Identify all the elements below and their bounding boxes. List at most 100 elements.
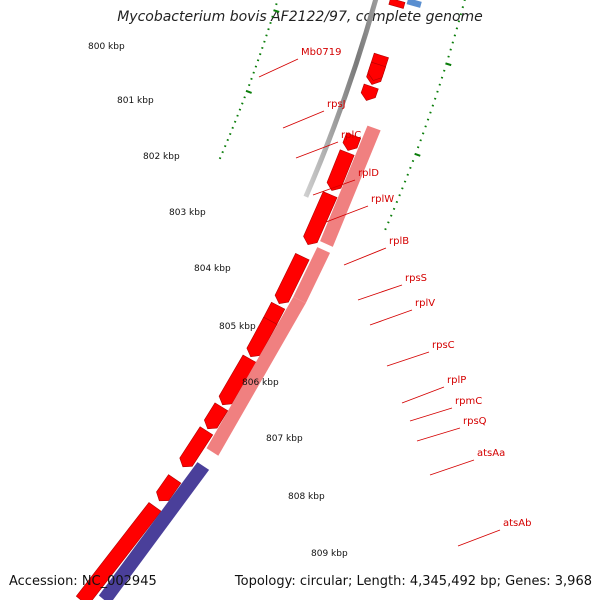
outer-tick-minor [455,27,459,30]
operon-band [98,462,210,600]
gene-label[interactable]: rpsQ [463,416,487,427]
cds-arrow [342,132,362,151]
kbp-label-group: 800 kbp 801 kbp 802 kbp 803 kbp 804 kbp 805 k… [88,42,348,559]
gene-leader-line [258,58,299,78]
highlight-band [206,296,306,456]
cds-arrow [218,354,257,406]
inner-tick-minor [238,108,242,111]
outer-tick-minor [431,104,435,107]
gene-label[interactable]: rpsS [405,273,427,284]
outer-tick-minor [447,55,450,58]
inner-tick-minor [267,28,270,31]
cds-arrow [367,61,387,81]
gene-leader-line [325,205,369,223]
gene-label[interactable]: rplW [371,194,394,205]
inner-tick-minor [263,40,266,43]
gene-label[interactable]: rplC [341,130,361,141]
cds-arrow [75,502,162,600]
gene-leader-line [429,459,475,476]
cds-arrow [203,402,229,430]
inner-tick-minor [254,65,258,68]
outer-tick-minor [424,125,427,128]
gene-leader-line [369,309,413,326]
gene-label[interactable]: rpsC [432,340,455,351]
kbp-label: 801 kbp [117,96,154,106]
outer-tick-minor [429,111,432,114]
highlight-band [320,125,381,247]
topology-text: Topology: circular; Length: 4,345,492 bp… [234,574,592,589]
cds-arrow [179,426,214,468]
outer-tick-minor [433,97,437,100]
inner-tick-minor [250,77,253,80]
gene-leader-line [416,427,461,442]
gene-leader-line [386,351,430,367]
inner-tick-minor [248,83,251,87]
inner-tick-major [245,89,252,94]
outer-tick-minor [426,118,430,121]
outer-tick-minor [449,48,452,51]
outer-tick-minor [395,200,399,204]
outer-tick-minor [398,194,401,197]
outer-tick-minor [440,76,444,79]
gene-label[interactable]: rplV [415,298,435,309]
kbp-label: 803 kbp [169,208,206,218]
outer-tick-minor [438,83,441,86]
inner-tick-major [273,9,280,13]
cds-arrow [303,191,338,245]
gene-label[interactable]: rplB [389,236,409,247]
accession-text: Accession: NC_002945 [9,574,157,589]
kbp-label: 802 kbp [143,152,180,162]
inner-tick-minor [265,34,268,37]
gene-label[interactable]: Mb0719 [301,47,341,58]
inner-tick-ring [218,3,280,160]
outer-tick-minor [411,159,415,163]
inner-tick-minor [218,157,222,160]
inner-tick-minor [221,151,224,154]
outer-tick-minor [401,187,404,190]
gene-label[interactable]: rpsJ [327,99,346,110]
inner-tick-minor [243,96,246,99]
gene-label[interactable]: rplD [358,168,379,179]
gene-label[interactable]: atsAa [477,448,505,459]
outer-tick-major [414,152,421,157]
outer-tick-minor [421,132,425,135]
outer-tick-major [445,62,452,67]
kbp-label: 804 kbp [194,264,231,274]
outer-tick-minor [416,146,420,149]
gene-label[interactable]: rpmC [455,396,482,407]
operon-band [406,0,422,8]
gene-leader-line [295,141,339,159]
outer-tick-minor [443,69,446,72]
inner-tick-minor [256,59,260,62]
kbp-label: 808 kbp [288,492,325,502]
cds-arrow [274,253,310,305]
feature-track [75,0,422,600]
inner-tick-minor [261,46,264,50]
gene-label[interactable]: atsAb [503,518,531,529]
inner-tick-minor [228,132,232,136]
cds-arrow [360,83,379,101]
gene-leader-line [357,284,403,301]
outer-tick-minor [461,6,464,9]
map-title: Mycobacterium bovis AF2122/97, complete … [117,9,483,25]
gene-label-group: Mb0719 rpsJ rplC rplD rplW rplB rpsS rplV rpsC rp… [258,47,531,547]
cds-arrow [326,149,355,191]
gene-leader-line [343,247,387,266]
gene-leader-line [401,386,445,404]
outer-tick-minor [390,214,393,217]
kbp-label: 800 kbp [88,42,125,52]
inner-tick-minor [252,71,255,74]
outer-tick-minor [387,221,390,224]
inner-tick-minor [271,15,274,18]
kbp-label: 807 kbp [266,434,303,444]
outer-tick-minor [453,34,457,37]
outer-tick-minor [436,90,439,93]
gene-leader-line [457,529,501,547]
outer-tick-minor [459,13,463,16]
gene-leader-line [282,110,325,129]
gene-label[interactable]: rplP [447,375,466,386]
outer-tick-minor [406,173,409,176]
outer-tick-minor [457,20,461,23]
outer-tick-minor [403,180,407,183]
